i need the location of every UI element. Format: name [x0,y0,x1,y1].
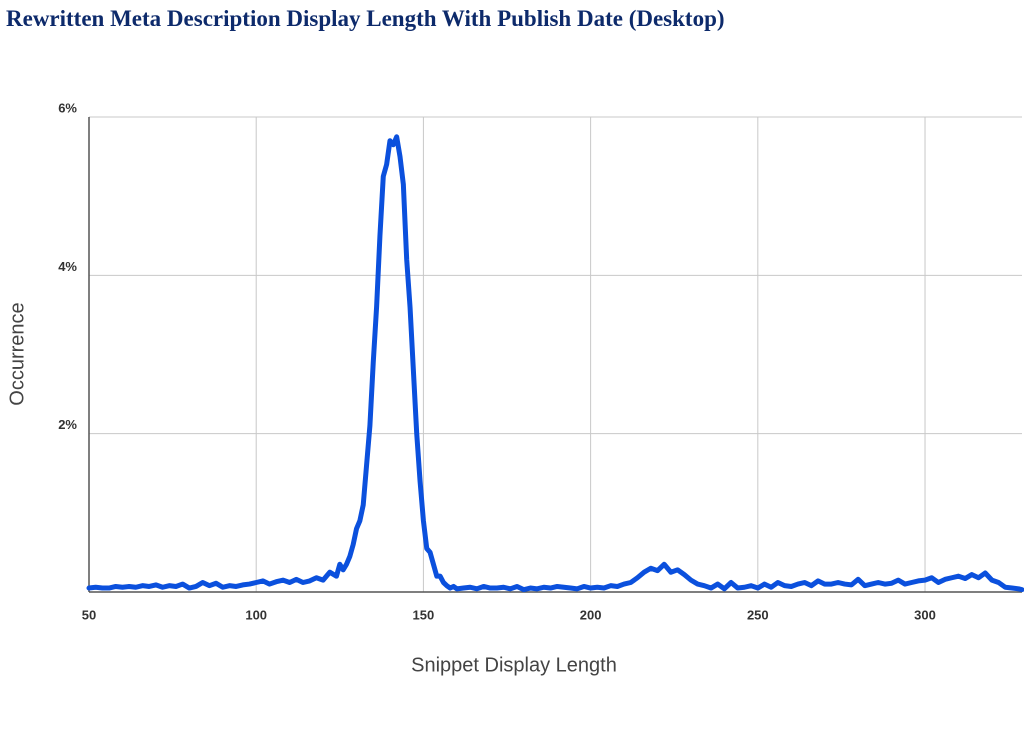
y-tick-label: 4% [58,259,77,274]
x-tick-label: 300 [914,607,936,622]
x-tick-label: 100 [245,607,267,622]
y-tick-label: 2% [58,417,77,432]
x-tick-label: 150 [413,607,435,622]
y-axis-title: Occurrence [6,302,28,405]
chart-title: Rewritten Meta Description Display Lengt… [6,6,725,31]
x-tick-label: 50 [82,607,96,622]
y-tick-label: 6% [58,100,77,115]
x-tick-label: 250 [747,607,769,622]
x-tick-label: 200 [580,607,602,622]
x-axis-title: Snippet Display Length [411,654,617,676]
data-line [86,134,1024,593]
